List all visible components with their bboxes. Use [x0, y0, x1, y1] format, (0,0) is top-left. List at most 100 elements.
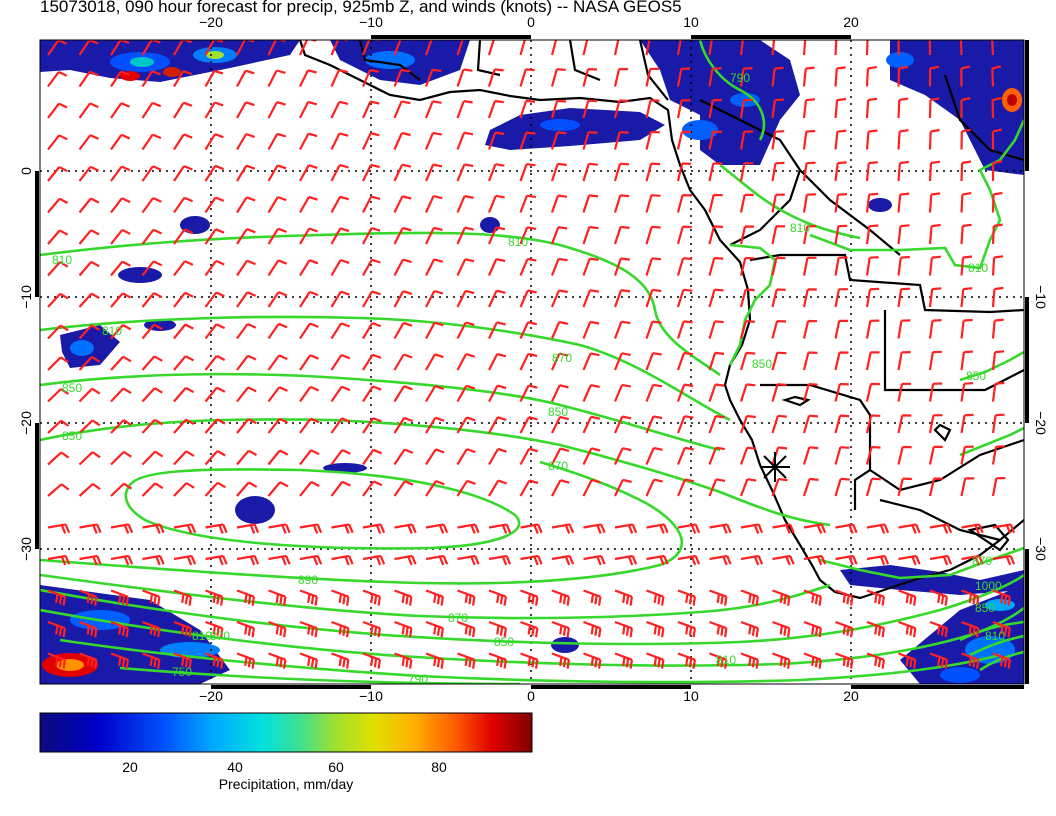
wind-barb	[865, 382, 880, 402]
wind-barb	[519, 479, 539, 497]
wind-barb	[488, 652, 507, 669]
wind-barb	[646, 523, 669, 534]
wind-barb	[487, 163, 505, 182]
wind-barb	[457, 620, 476, 638]
wind-barb	[268, 652, 287, 669]
contour-label: 850	[975, 601, 995, 615]
wind-barb	[613, 257, 630, 276]
wind-barb	[456, 226, 474, 245]
wind-barb	[173, 196, 194, 214]
wind-barb	[204, 133, 224, 151]
wind-barb	[236, 227, 256, 245]
wind-barb	[204, 101, 224, 119]
wind-barb	[645, 320, 662, 339]
wind-barb	[771, 256, 786, 276]
wind-barb	[676, 351, 694, 371]
wind-barb	[928, 319, 942, 339]
wind-barb	[78, 197, 100, 214]
wind-barb	[205, 523, 228, 534]
wind-barb	[457, 683, 458, 684]
wind-barb	[268, 620, 287, 638]
lon-label: −10	[359, 14, 383, 30]
wind-barb	[457, 589, 476, 606]
wind-barb	[582, 478, 601, 497]
lat-label: 0	[18, 167, 34, 175]
wind-barb	[960, 97, 971, 118]
wind-barb	[865, 224, 879, 245]
wind-barb	[865, 446, 881, 465]
wind-barb	[267, 417, 289, 434]
wind-barb	[267, 40, 286, 56]
wind-barb	[488, 620, 507, 638]
wind-barb	[551, 479, 570, 497]
wind-barb	[834, 161, 847, 182]
wind-barb	[928, 192, 941, 213]
wind-barb	[928, 255, 942, 276]
contour-label: 790	[408, 672, 428, 686]
wind-barb	[236, 291, 257, 308]
wind-barb	[709, 683, 710, 684]
contour-label: 810	[716, 653, 736, 667]
wind-barb	[991, 318, 1004, 339]
wind-barb	[959, 40, 963, 56]
wind-barb	[865, 319, 880, 339]
wind-barb	[708, 98, 722, 119]
wind-barb	[519, 352, 538, 371]
wind-barb	[550, 289, 568, 308]
contour-label: 850	[62, 429, 82, 443]
wind-barb	[834, 477, 850, 497]
wind-barb	[362, 132, 380, 150]
wind-barb	[393, 163, 412, 182]
wind-barb	[141, 418, 164, 434]
wind-barb	[803, 589, 822, 606]
wind-barb	[739, 414, 756, 434]
wind-barb	[331, 554, 354, 566]
wind-barb	[173, 355, 195, 371]
wind-barb	[330, 385, 351, 403]
wind-barb	[173, 589, 192, 606]
lon-label: 0	[527, 14, 535, 30]
wind-barb	[772, 652, 791, 669]
wind-barb	[897, 255, 910, 276]
wind-barb	[928, 128, 940, 150]
wind-barb	[928, 287, 942, 308]
wind-barb	[865, 97, 878, 119]
wind-barb	[739, 320, 755, 339]
wind-barb	[613, 131, 629, 150]
wind-barb	[519, 99, 536, 119]
wind-barb	[834, 288, 848, 308]
wind-barb	[929, 554, 953, 566]
wind-barb	[550, 352, 569, 371]
wind-barb	[928, 97, 940, 119]
wind-barb	[519, 226, 537, 245]
wind-barb	[739, 162, 754, 182]
wind-barb	[614, 523, 638, 534]
wind-barb	[299, 164, 318, 182]
wind-barb	[47, 652, 66, 669]
wind-barb	[583, 652, 602, 669]
wind-barb	[582, 68, 598, 87]
wind-barb	[110, 387, 132, 403]
wind-barb	[456, 416, 476, 434]
wind-barb	[173, 418, 195, 434]
wind-barb	[803, 554, 827, 566]
wind-barb	[614, 620, 633, 638]
wind-barb	[236, 101, 255, 119]
wind-barb	[78, 483, 101, 497]
wind-barb	[425, 652, 444, 669]
wind-barb	[519, 447, 539, 466]
wind-barb	[834, 40, 838, 56]
wind-barb	[991, 286, 1004, 308]
contour-label: 750	[172, 665, 192, 679]
wind-barb	[771, 161, 785, 182]
wind-barb	[834, 351, 849, 371]
wind-barb	[645, 99, 660, 119]
wind-barb	[78, 40, 99, 56]
contour-label: 870	[972, 554, 992, 568]
wind-barb	[676, 446, 694, 465]
contour-label: 850	[752, 357, 772, 371]
wind-barb	[425, 416, 445, 434]
wind-barb	[142, 652, 161, 669]
wind-barb	[425, 479, 445, 497]
wind-barb	[519, 131, 536, 150]
